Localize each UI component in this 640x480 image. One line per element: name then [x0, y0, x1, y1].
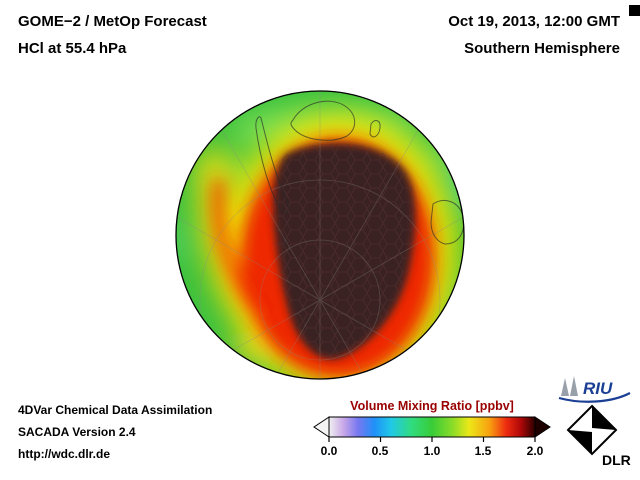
website-url: http://wdc.dlr.de	[18, 447, 110, 461]
version-label: SACADA Version 2.4	[18, 425, 136, 439]
assimilation-label: 4DVar Chemical Data Assimilation	[18, 403, 213, 417]
hemisphere-label: Southern Hemisphere	[464, 40, 620, 57]
corner-mark	[629, 5, 640, 16]
coastline-africa	[290, 100, 356, 141]
coastline-antarctica	[294, 287, 361, 333]
tick-label-3: 1.5	[474, 444, 492, 458]
datetime-label: Oct 19, 2013, 12:00 GMT	[448, 13, 620, 30]
coastline-south-america	[255, 116, 289, 214]
globe-rim	[175, 90, 465, 380]
colorbar	[313, 416, 551, 442]
coastline-madagascar	[369, 120, 381, 138]
colorbar-gradient-bar	[328, 416, 536, 438]
coastline-australia	[430, 200, 464, 245]
dlr-text: DLR	[602, 452, 631, 468]
coastlines	[255, 100, 464, 333]
riu-swoosh	[558, 392, 631, 403]
grid-hex-overlay	[273, 143, 416, 360]
tick-label-0: 0.0	[320, 444, 338, 458]
cathedral-icon	[561, 378, 569, 396]
page-title: GOME−2 / MetOp Forecast	[18, 13, 207, 30]
colorbar-tick-marks	[328, 437, 536, 442]
colorbar-right-arrow	[534, 416, 551, 438]
colorbar-title: Volume Mixing Ratio [ppbv]	[350, 399, 514, 413]
tick-label-2: 1.0	[423, 444, 441, 458]
riu-text: RIU	[583, 379, 613, 398]
dlr-logo: DLR	[566, 404, 631, 468]
hemisphere-map	[175, 90, 465, 380]
polar-vortex-core	[273, 143, 416, 360]
colorbar-left-arrow	[313, 416, 330, 438]
tick-label-1: 0.5	[371, 444, 389, 458]
species-level-label: HCl at 55.4 hPa	[18, 40, 127, 57]
tick-label-4: 2.0	[526, 444, 544, 458]
riu-logo: RIU	[558, 376, 631, 403]
